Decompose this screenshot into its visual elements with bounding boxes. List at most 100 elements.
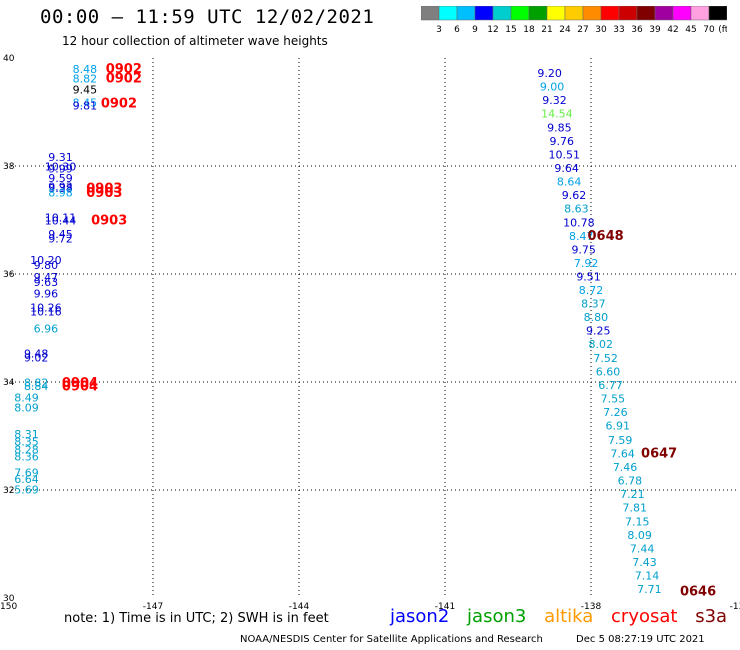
pass-time-label: 0646: [680, 585, 716, 600]
legend-cryosat: cryosat: [611, 606, 678, 627]
wave-height-value: 8.37: [581, 298, 606, 311]
pass-time-label: 0903: [91, 214, 127, 229]
wave-height-value: 7.64: [610, 447, 635, 460]
pass-time-label: 0903: [86, 182, 122, 197]
wave-height-value: 9.93: [48, 181, 73, 194]
wave-height-value: 9.76: [550, 135, 575, 148]
wave-height-value: 10.30: [45, 161, 77, 174]
wave-height-value: 9.20: [537, 67, 562, 80]
wave-height-value: 9.72: [48, 232, 73, 245]
scale-label: (ft): [718, 25, 727, 35]
wave-height-value: 8.82: [73, 73, 98, 86]
lat-tick-label: 30: [3, 594, 15, 604]
wave-height-value: 8.98: [48, 186, 73, 199]
wave-height-value: 9.47: [34, 271, 59, 284]
wave-height-value: 9.02: [24, 352, 49, 365]
scale-label: 36: [631, 25, 643, 35]
wave-height-value: 8.82: [24, 377, 49, 390]
wave-height-value: 8.84: [24, 380, 49, 393]
wave-height-value: 6.96: [34, 323, 59, 336]
legend-jason3: jason3: [467, 606, 527, 627]
wave-height-value: 8.72: [579, 284, 604, 297]
wave-height-value: 10.26: [30, 301, 62, 314]
pass-time-label: 0647: [641, 446, 677, 461]
wave-height-value: 9.48: [24, 347, 49, 360]
map-title: 00:00 – 11:59 UTC 12/02/2021: [40, 6, 375, 28]
wave-height-value: 10.16: [30, 305, 62, 318]
wave-height-value: 9.51: [576, 271, 601, 284]
pass-time-label: 0904: [62, 379, 98, 394]
wave-height-value: 6.78: [618, 474, 643, 487]
wave-height-value: 8.09: [14, 401, 39, 414]
scale-label: 18: [523, 25, 535, 35]
wave-height-value: 8.63: [564, 203, 589, 216]
wave-height-value: 7.44: [630, 542, 655, 555]
lon-tick-label: -144: [289, 602, 310, 610]
scale-label: 33: [613, 25, 624, 35]
wave-height-value: 5.69: [14, 483, 39, 496]
wave-height-value: 9.99: [48, 163, 73, 176]
wave-height-value: 9.75: [571, 244, 596, 257]
lat-tick-label: 36: [3, 270, 15, 280]
wave-height-value: 8.02: [588, 338, 613, 351]
lon-tick-label: -147: [143, 602, 163, 610]
wave-height-value: 9.64: [554, 162, 579, 175]
wave-height-value: 8.48: [73, 63, 98, 76]
wave-height-value: 8.28: [14, 444, 39, 457]
satellite-legend: jason2 jason3 altika cryosat s3a: [390, 606, 739, 627]
wave-height-value: 8.80: [584, 311, 609, 324]
scale-label: 3: [436, 25, 442, 35]
scale-swatch: [708, 6, 727, 21]
wave-height-value: 9.81: [73, 100, 98, 113]
wave-height-value: 7.55: [601, 393, 626, 406]
scale-label: 24: [559, 25, 571, 35]
lat-tick-label: 32: [3, 486, 14, 496]
wave-height-value: 9.45: [73, 83, 98, 96]
scale-label: 42: [667, 25, 678, 35]
wave-height-value: 7.59: [608, 434, 633, 447]
wave-height-value: 7.14: [635, 569, 660, 582]
lat-tick-label: 40: [3, 54, 15, 64]
wave-height-value: 8.09: [627, 529, 652, 542]
pass-time-label: 0904: [62, 376, 98, 391]
wave-height-value: 8.36: [14, 451, 39, 464]
scale-label: 6: [454, 25, 460, 35]
lon-tick-label: -150: [0, 602, 17, 610]
wave-height-value: 9.25: [586, 325, 611, 338]
footnote: note: 1) Time is in UTC; 2) SWH is in fe…: [64, 611, 329, 626]
wave-height-value: 6.60: [596, 366, 621, 379]
lon-tick-label: -138: [581, 602, 602, 610]
wave-height-value: 9.45: [48, 228, 73, 241]
legend-altika: altika: [544, 606, 594, 627]
wave-height-value: 6.77: [598, 379, 623, 392]
wave-height-value: 9.80: [34, 259, 59, 272]
wave-height-value: 7.69: [14, 467, 39, 480]
scale-label: 70: [703, 25, 715, 35]
scale-label: 30: [595, 25, 607, 35]
pass-time-label: 0902: [101, 96, 137, 111]
pass-time-label: 0902: [106, 62, 142, 77]
legend-s3a: s3a: [695, 606, 728, 627]
wave-height-value: 7.81: [623, 501, 648, 514]
wave-height-value: 7.15: [625, 515, 650, 528]
wave-height-value: 8.35: [14, 435, 39, 448]
wave-height-value: 8.49: [14, 392, 39, 405]
wave-height-value: 10.44: [45, 215, 77, 228]
wave-height-value: 9.31: [48, 151, 73, 164]
scale-label: 21: [541, 25, 552, 35]
scale-label: 12: [487, 25, 498, 35]
wave-height-value: 9.96: [34, 287, 59, 300]
wave-height-value: 10.11: [45, 211, 77, 224]
wave-height-value: 10.78: [563, 217, 595, 230]
wave-height-value: 9.63: [34, 276, 59, 289]
wave-height-value: 9.38: [48, 182, 73, 195]
wave-height-value: 7.21: [620, 488, 645, 501]
map-subtitle: 12 hour collection of altimeter wave hei…: [62, 34, 328, 48]
wave-height-value: 7.26: [603, 406, 628, 419]
wave-height-value: 7.92: [574, 257, 599, 270]
wave-height-value: 8.45: [73, 96, 98, 109]
generated-timestamp: Dec 5 08:27:19 UTC 2021: [576, 634, 705, 645]
legend-jason2: jason2: [390, 606, 450, 627]
pass-time-label: 0902: [106, 72, 142, 87]
